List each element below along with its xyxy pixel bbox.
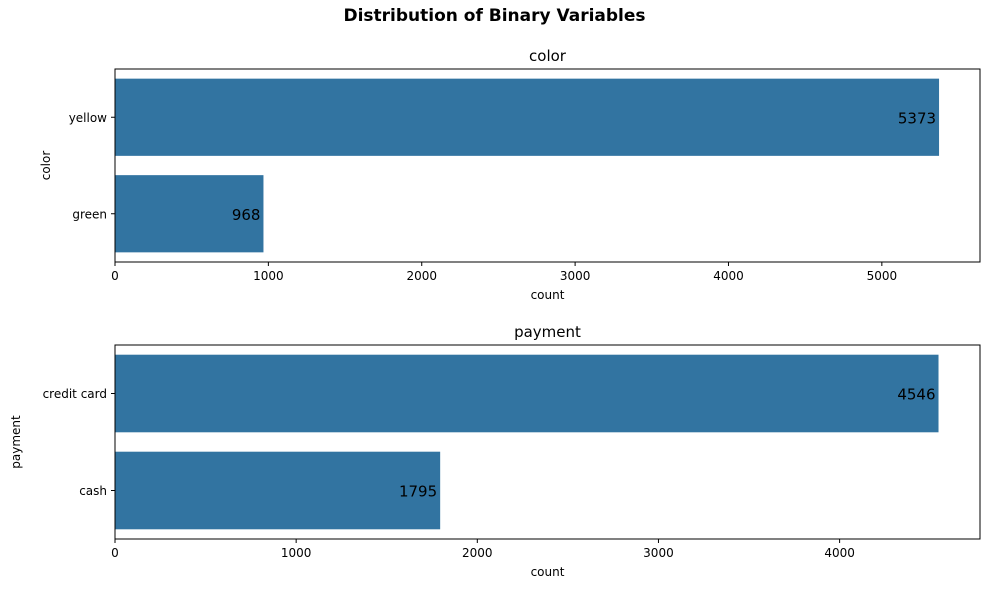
chart-1-x-tick-label: 0	[111, 269, 119, 283]
chart-2-x-tick-label: 2000	[462, 546, 493, 560]
chart-2-y-axis-label: payment	[9, 415, 23, 469]
chart-1-y-tick-label: yellow	[69, 111, 107, 125]
chart-2-x-tick-label: 3000	[643, 546, 674, 560]
chart-2-x-axis-label: count	[531, 565, 565, 579]
chart-1-x-tick-label: 1000	[253, 269, 284, 283]
chart-2-y-tick-label: cash	[79, 484, 107, 498]
chart-2-data-label: 1795	[399, 483, 437, 501]
chart-1-x-tick-label: 5000	[867, 269, 898, 283]
chart-2-bar-cash	[115, 451, 441, 530]
chart-2-x-tick-label: 4000	[824, 546, 855, 560]
chart-1-y-tick-label: green	[72, 207, 107, 221]
chart-1-bar-green	[115, 175, 264, 253]
chart-1-y-axis-label: color	[39, 151, 53, 181]
chart-1-data-label: 968	[232, 206, 261, 224]
chart-2-bar-credit-card	[115, 354, 939, 433]
chart-1-data-label: 5373	[898, 109, 936, 127]
chart-2-x-tick-label: 1000	[281, 546, 312, 560]
chart-1-title: color	[529, 47, 567, 65]
chart-1-x-tick-label: 2000	[406, 269, 437, 283]
chart-2-axes-frame	[114, 344, 981, 540]
chart-2-x-tick-label: 0	[111, 546, 119, 560]
chart-2-y-tick-label: credit card	[43, 387, 107, 401]
figure-title: Distribution of Binary Variables	[343, 6, 646, 26]
chart-1-axes-frame	[114, 68, 981, 263]
chart-1-x-tick-label: 4000	[713, 269, 744, 283]
chart-1-x-tick-label: 3000	[560, 269, 591, 283]
chart-2-title: payment	[514, 323, 581, 341]
chart-2-data-label: 4546	[897, 386, 935, 404]
chart-1-bar-yellow	[115, 78, 940, 156]
chart-1-x-axis-label: count	[531, 288, 565, 302]
